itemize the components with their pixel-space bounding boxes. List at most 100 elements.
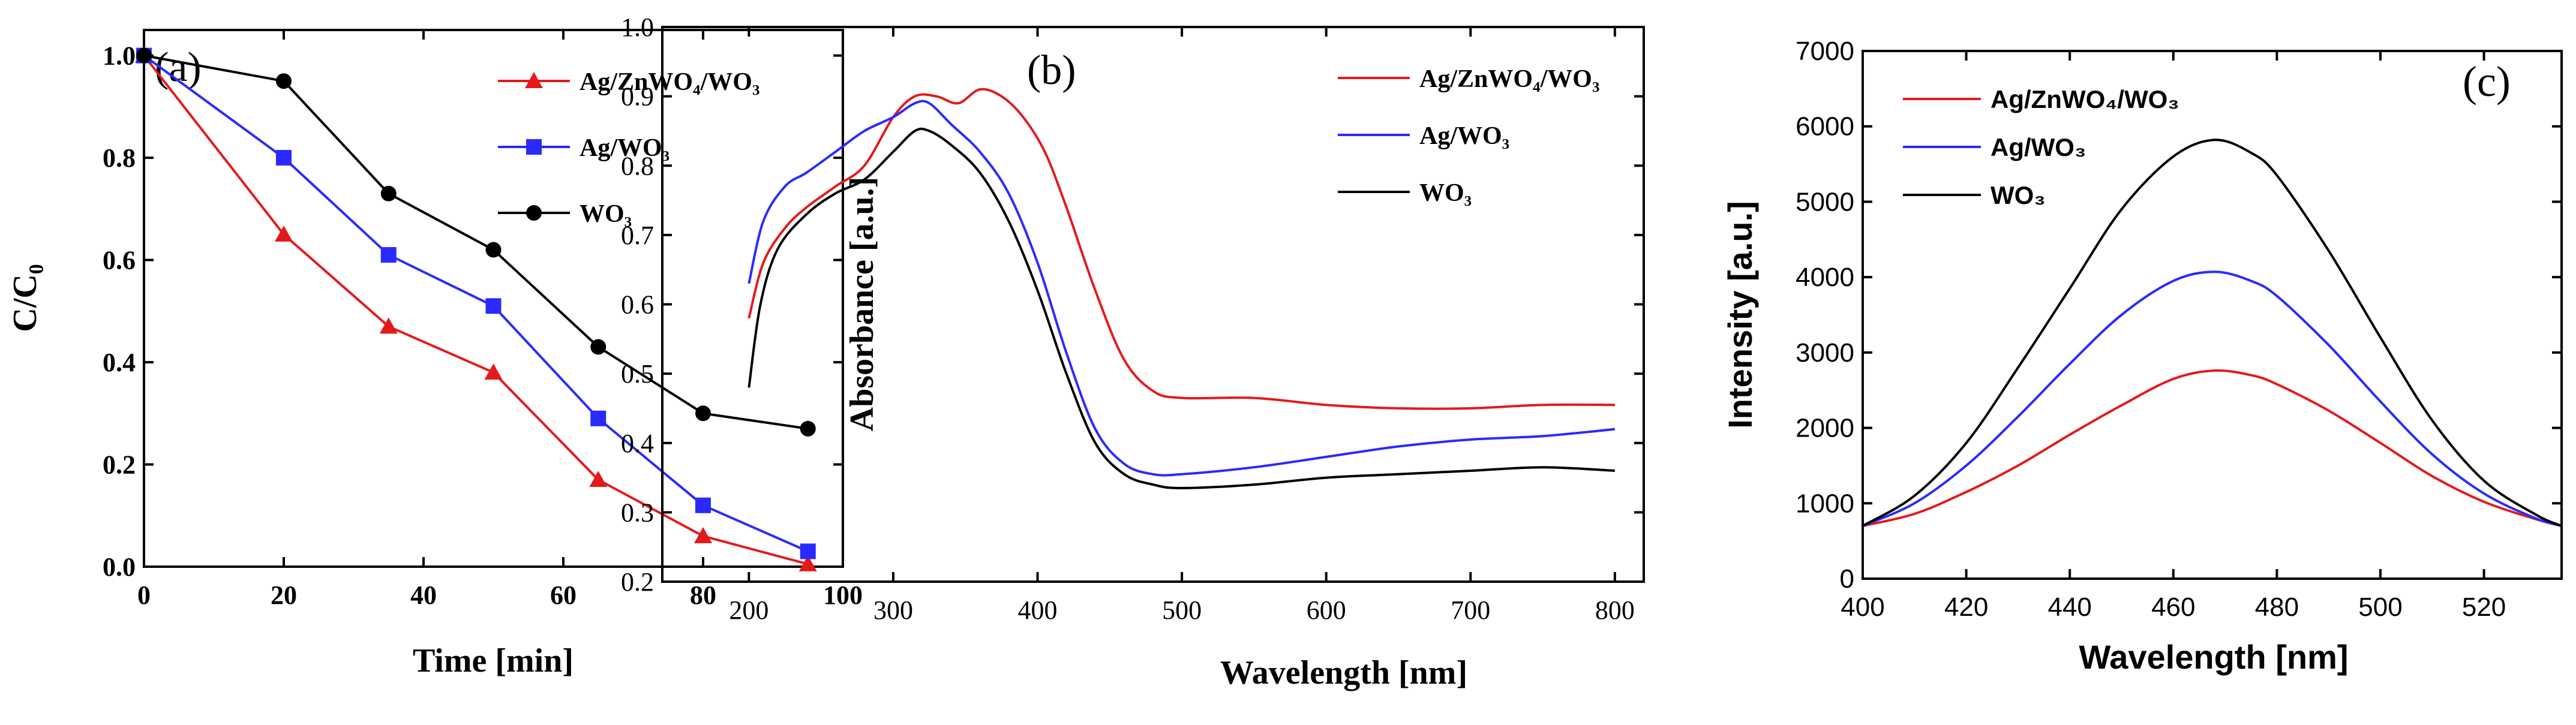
- data-point: [800, 543, 816, 559]
- data-point: [526, 205, 542, 221]
- y-tick-label: 6000: [1796, 112, 1854, 142]
- x-tick-label: 440: [2047, 592, 2091, 622]
- legend-label: Ag/WO₃: [1419, 122, 1509, 150]
- panel-label: (b): [1027, 47, 1076, 94]
- series-0: [1863, 369, 2562, 527]
- x-tick-label: 500: [2358, 592, 2402, 622]
- x-axis-label: Wavelength [nm]: [2079, 638, 2348, 676]
- x-tick-label: 600: [1307, 595, 1346, 625]
- data-point: [380, 247, 397, 263]
- plot-frame: [143, 29, 844, 568]
- x-tick-label: 480: [2255, 592, 2299, 622]
- data-point: [590, 339, 607, 355]
- data-point: [276, 73, 292, 89]
- y-tick-label: 1.0: [621, 13, 654, 42]
- x-tick-label: 700: [1451, 595, 1490, 625]
- y-tick-label: 0.2: [621, 567, 654, 597]
- panel-label: (a): [155, 44, 202, 91]
- legend-label: WO₃: [1990, 181, 2046, 209]
- series-0: [135, 46, 817, 571]
- x-tick-label: 520: [2462, 592, 2506, 622]
- data-point: [276, 150, 292, 166]
- data-point: [379, 317, 398, 334]
- y-tick-label: 0.8: [621, 151, 654, 181]
- data-point: [136, 47, 152, 64]
- x-tick-label: 400: [1841, 592, 1884, 622]
- series-0: [747, 88, 1615, 410]
- y-tick-label: 1000: [1796, 489, 1854, 518]
- panel-b: 200 300 400 500 600 700 800 0.2 0.3 0.4 0.5 0.6 0.7 0…: [621, 13, 1645, 691]
- series-line: [144, 54, 809, 553]
- x-tick-label: 300: [873, 595, 913, 625]
- series-2: [1863, 139, 2562, 527]
- x-tick-label: 200: [729, 595, 768, 625]
- x-tick-label: 800: [1595, 595, 1635, 625]
- y-tick-label: 1.0: [103, 41, 136, 71]
- series-line: [1863, 369, 2562, 527]
- y-tick-label: 5000: [1796, 187, 1854, 216]
- legend-label: Ag/WO₃: [1990, 133, 2086, 161]
- series-2: [136, 47, 816, 437]
- x-tick-label: 60: [550, 580, 577, 610]
- data-point: [275, 225, 293, 242]
- x-tick-label: 500: [1162, 595, 1202, 625]
- y-tick-label: 0: [1840, 564, 1854, 594]
- data-point: [798, 555, 817, 571]
- series-line: [144, 55, 809, 565]
- x-tick-label: 20: [271, 580, 297, 610]
- data-point: [694, 527, 712, 543]
- data-point: [525, 72, 543, 88]
- series-line: [747, 127, 1615, 489]
- x-tick-label: 460: [2151, 592, 2195, 622]
- data-point: [484, 363, 503, 380]
- y-tick-label: 0.4: [103, 348, 136, 377]
- data-point: [485, 298, 502, 314]
- y-tick-label: 0.2: [103, 450, 136, 480]
- series-1: [747, 100, 1616, 477]
- series-1: [136, 47, 816, 559]
- plot-frame: [661, 26, 1645, 583]
- series-line: [144, 54, 809, 430]
- data-point: [589, 471, 608, 488]
- panel-label: (c): [2463, 58, 2511, 106]
- y-tick-label: 4000: [1796, 263, 1854, 292]
- y-tick-label: 0.6: [621, 290, 654, 320]
- x-tick-label: 400: [1018, 595, 1058, 625]
- y-axis-label: C/C₀: [7, 264, 44, 332]
- legend-label: WO₃: [580, 200, 632, 228]
- panel-a: 0 20 40 60 80 100 0.0 0.2 0.4 0.6 0.8 1.0 Time [min]…: [7, 29, 863, 679]
- y-tick-label: 0.9: [621, 82, 654, 112]
- y-axis-label: Intensity [a.u.]: [1721, 201, 1759, 429]
- legend-label: WO₃: [1419, 179, 1472, 207]
- legend-label: Ag/WO₃: [580, 134, 669, 162]
- series-line: [1863, 139, 2562, 527]
- series-line: [747, 88, 1615, 410]
- series-line: [1863, 270, 2562, 527]
- data-point: [800, 420, 816, 437]
- series-2: [747, 127, 1615, 489]
- y-tick-label: 0.6: [103, 246, 136, 275]
- series-1: [1863, 270, 2562, 527]
- x-tick-label: 100: [823, 580, 863, 610]
- panel-c: 400 420 440 460 480 500 520 0 1000 2000 3000 4000 50…: [1721, 37, 2563, 676]
- y-tick-label: 0.8: [103, 143, 136, 173]
- y-tick-label: 0.7: [621, 221, 654, 250]
- x-tick-label: 420: [1944, 592, 1988, 622]
- legend-label: Ag/ZnWO₄/WO₃: [1990, 85, 2179, 113]
- y-tick-label: 7000: [1796, 37, 1854, 66]
- y-tick-label: 2000: [1796, 414, 1854, 443]
- y-tick-label: 0.0: [103, 552, 136, 582]
- y-tick-label: 0.4: [621, 429, 654, 458]
- x-tick-label: 80: [690, 580, 716, 610]
- data-point: [590, 410, 607, 426]
- data-point: [695, 497, 711, 513]
- legend-label: Ag/ZnWO₄/WO₃: [1419, 65, 1600, 93]
- plot-frame: [1862, 50, 2563, 580]
- legend-label: Ag/ZnWO₄/WO₃: [580, 68, 760, 96]
- y-tick-label: 3000: [1796, 338, 1854, 368]
- x-axis-label: Time [min]: [413, 642, 574, 679]
- y-tick-label: 0.3: [621, 498, 654, 527]
- series-line: [747, 100, 1616, 477]
- data-point: [526, 139, 542, 155]
